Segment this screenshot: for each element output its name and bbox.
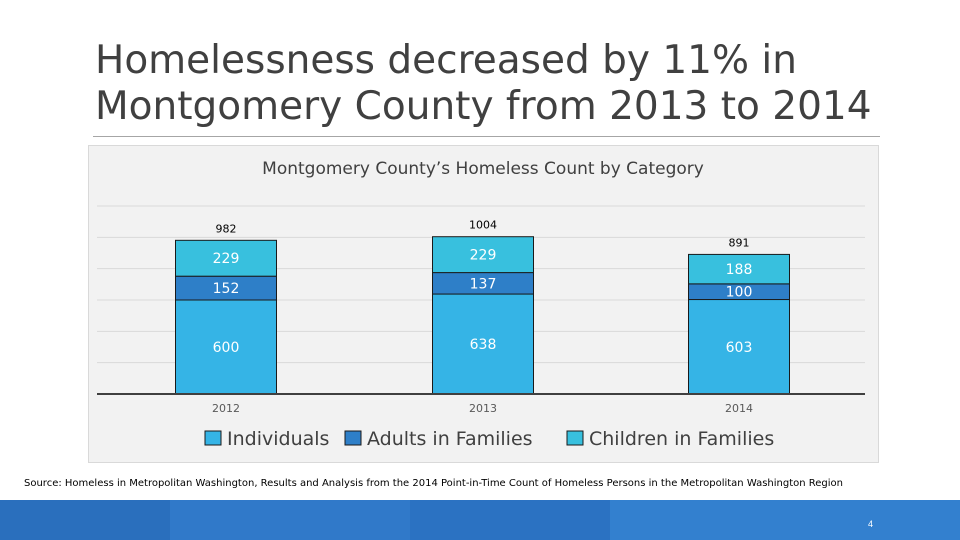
legend-label-adults-in-families: Adults in Families [367, 428, 533, 450]
data-label-adults-in-families-2014: 100 [726, 285, 753, 301]
legend-swatch-adults-in-families [344, 430, 362, 446]
title-divider [93, 136, 880, 137]
page-number: 4 [868, 519, 874, 529]
data-labels: 600 152 229 982 638 137 229 1004 603 100 188 891 [213, 219, 753, 356]
bar-children-in-families-2014 [688, 253, 790, 285]
data-label-children-in-families-2012: 229 [213, 251, 240, 267]
legend: Individuals Adults in Families Children in… [204, 428, 774, 450]
legend-label-individuals: Individuals [227, 428, 329, 450]
data-label-children-in-families-2013: 229 [470, 248, 497, 264]
bars [175, 236, 790, 395]
source-note: Source: Homeless in Metropolitan Washing… [24, 478, 843, 489]
x-tick-label-2013: 2013 [469, 402, 497, 415]
total-label-2013: 1004 [469, 219, 497, 232]
legend-swatch-individuals [204, 430, 222, 446]
total-label-2012: 982 [216, 222, 237, 235]
bar-children-in-families-2012 [175, 239, 277, 277]
chart-container: Montgomery County’s Homeless Count by Ca… [88, 145, 879, 463]
legend-label-children-in-families: Children in Families [589, 428, 774, 450]
data-label-individuals-2012: 600 [213, 340, 240, 356]
data-label-individuals-2013: 638 [470, 337, 497, 353]
stacked-bar-chart: Montgomery County’s Homeless Count by Ca… [97, 159, 865, 450]
data-label-adults-in-families-2013: 137 [470, 276, 497, 292]
legend-swatch-children-in-families [566, 430, 584, 446]
x-axis: 2012 2013 2014 [97, 393, 865, 415]
bar-children-in-families-2013 [432, 236, 534, 274]
total-label-2014: 891 [729, 236, 750, 249]
x-tick-label-2012: 2012 [212, 402, 240, 415]
chart-title: Montgomery County’s Homeless Count by Ca… [262, 159, 704, 179]
x-tick-label-2014: 2014 [725, 402, 753, 415]
data-label-adults-in-families-2012: 152 [213, 281, 240, 297]
slide-title: Homelessness decreased by 11% in Montgom… [95, 38, 872, 129]
data-label-children-in-families-2014: 188 [726, 262, 753, 278]
data-label-individuals-2014: 603 [726, 340, 753, 356]
footer-bar [0, 500, 960, 540]
